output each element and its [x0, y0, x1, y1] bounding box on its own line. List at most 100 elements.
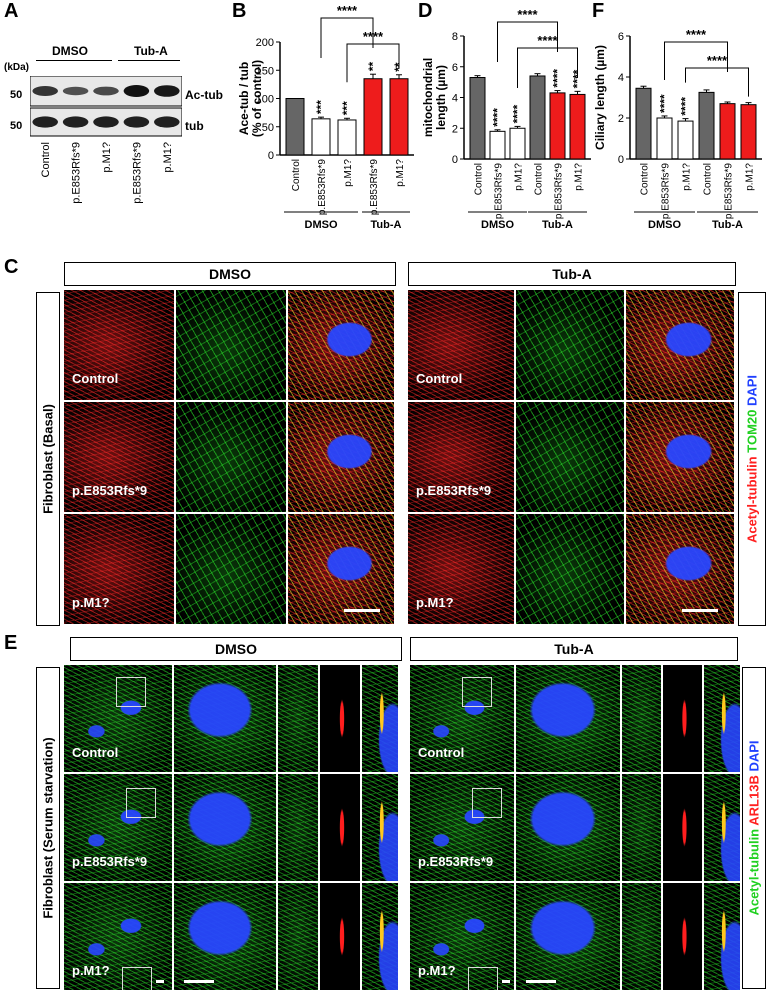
image-row-label: p.M1?	[418, 963, 456, 978]
blot-lane-label: p.E853Rfs*9	[131, 142, 143, 204]
micrograph-tile	[516, 402, 624, 512]
micrograph-tile	[516, 290, 624, 400]
micrograph-tile	[278, 883, 318, 990]
blot-lane-labels: Control p.E853Rfs*9 p.M1? p.E853Rfs*9 p.M1?	[40, 142, 174, 204]
blot-band	[93, 116, 119, 128]
micrograph-tile	[288, 514, 394, 624]
bracket-label: ****	[686, 27, 707, 42]
category-label: p.E853Rfs*9	[317, 159, 328, 216]
category-label: Control	[534, 163, 545, 195]
category-label: p.E853Rfs*9	[661, 163, 672, 220]
bar-significance: **	[366, 62, 380, 72]
micrograph-tile	[320, 665, 360, 772]
y-tick-label: 8	[452, 31, 458, 43]
y-tick-label: 2	[452, 123, 458, 135]
bar-significance: ***	[314, 100, 328, 114]
image-row-label: Control	[416, 371, 463, 386]
bracket-label: ****	[707, 53, 728, 68]
blot-band	[154, 116, 180, 128]
micrograph-tile: Control	[64, 665, 172, 772]
panel-letter-b: B	[232, 0, 247, 22]
bar-significance: ****	[679, 97, 693, 116]
bar	[337, 119, 357, 156]
micrograph-tile: p.M1?	[64, 883, 172, 990]
bar-significance: ****	[491, 108, 505, 127]
bracket-label: ****	[363, 29, 384, 44]
micrograph-tile	[362, 665, 398, 772]
panel-letter-f: F	[592, 0, 605, 22]
blot-band	[123, 116, 150, 128]
mw-marker: 50	[10, 89, 23, 101]
bar-significance: ***	[340, 101, 354, 115]
y-axis-label: length (µm)	[434, 65, 448, 130]
micrograph-tile	[320, 774, 360, 881]
micrograph-tile	[516, 514, 624, 624]
category-label: p.E853Rfs*9	[554, 163, 565, 220]
blot-lane-label: p.M1?	[162, 142, 174, 173]
micrograph-tile	[663, 883, 702, 990]
y-tick-label: 6	[618, 31, 624, 43]
micrograph-tile	[663, 665, 702, 772]
image-row-label: Control	[72, 371, 119, 386]
y-tick-label: 50	[262, 122, 274, 134]
micrograph-tile: p.M1?	[64, 514, 174, 624]
panel-c-side-label: Fibroblast (Basal)	[36, 292, 60, 626]
bar-significance: ****	[511, 104, 525, 123]
blot-lane-label: p.M1?	[101, 142, 113, 173]
stain-acetyl-tubulin: Acetyl-tubulin	[746, 828, 762, 916]
stain-dapi: DAPI	[746, 740, 762, 772]
panel-e-header-dmso: DMSO	[70, 637, 402, 661]
y-tick-label: 4	[618, 72, 624, 84]
blot-band	[32, 86, 58, 96]
y-tick-label: 200	[256, 37, 274, 49]
blot-strips	[30, 76, 182, 137]
y-tick-label: 6	[452, 62, 458, 74]
blot-band	[62, 116, 89, 128]
panel-c-side-text: Fibroblast (Basal)	[40, 404, 56, 514]
bar	[469, 77, 486, 160]
zoom-region-box	[472, 788, 502, 818]
category-label: Control	[640, 163, 651, 195]
blot-group-dmso: DMSO	[52, 44, 88, 58]
stain-acetyl-tubulin: Acetyl-tubulin	[744, 456, 760, 544]
y-axis-label: (% of control)	[250, 60, 264, 137]
kda-label: (kDa)	[4, 62, 30, 73]
panel-letter-a: A	[4, 0, 19, 22]
bar	[635, 87, 652, 160]
scale-bar	[156, 980, 164, 983]
micrograph-tile	[626, 290, 734, 400]
blot-band	[154, 85, 180, 97]
bar-significance: ****	[658, 94, 672, 113]
micrograph-tile	[663, 774, 702, 881]
significance-bracket	[685, 67, 749, 97]
bar	[489, 130, 506, 160]
y-tick-label: 0	[268, 150, 274, 162]
bar-significance: ****	[551, 69, 565, 88]
blot-group-line	[36, 60, 112, 61]
scale-bar	[682, 609, 718, 612]
significance-bracket	[497, 21, 558, 62]
stain-dapi: DAPI	[744, 374, 760, 407]
micrograph-tile	[278, 774, 318, 881]
image-row-label: p.M1?	[416, 595, 454, 610]
bar	[656, 117, 673, 160]
blot-lane-label: Control	[40, 142, 52, 177]
group-label: DMSO	[305, 219, 338, 231]
y-axis-label: Ace-tub / tub	[237, 62, 251, 135]
micrograph-tile	[174, 665, 276, 772]
zoom-region-box	[462, 677, 492, 707]
category-label: p.M1?	[395, 159, 406, 187]
category-label: p.M1?	[682, 163, 693, 191]
bar	[363, 78, 383, 156]
y-tick-label: 150	[256, 65, 274, 77]
micrograph-tile	[288, 290, 394, 400]
micrograph-tile	[278, 665, 318, 772]
group-label: Tub-A	[371, 219, 402, 231]
blot-group-tuba: Tub-A	[134, 44, 168, 58]
chart-f-cilia-length: 0 2 4 6 Ciliary length (µm) Control **** p.E853…	[593, 27, 762, 231]
micrograph-tile: Control	[408, 290, 514, 400]
image-row-label: p.E853Rfs*9	[416, 483, 492, 498]
bar	[389, 78, 409, 156]
micrograph-tile: p.E853Rfs*9	[64, 774, 172, 881]
category-label: p.M1?	[745, 163, 756, 191]
